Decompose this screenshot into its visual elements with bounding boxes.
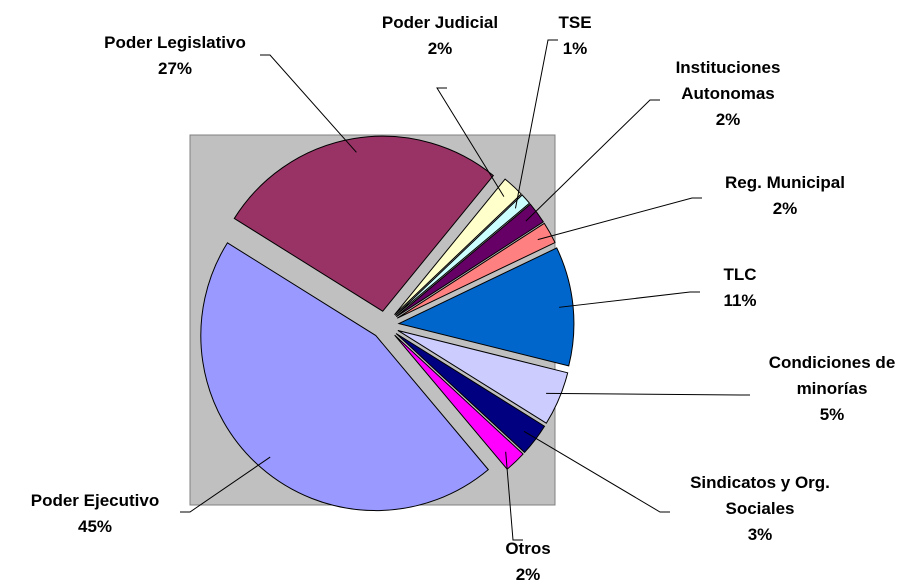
pie-slice: [396, 222, 556, 319]
leader-line: [546, 392, 750, 396]
leader-line: [525, 99, 660, 222]
slice-percent: 2%: [515, 565, 541, 584]
slice-percent: 11%: [723, 291, 757, 310]
slice-label: Poder Judicial: [381, 13, 499, 32]
leader-line: [537, 197, 702, 241]
slice-label: Condiciones de minorías: [768, 353, 896, 398]
slice-label: Poder Legislativo: [104, 33, 246, 52]
slice-percent: 2%: [772, 199, 798, 218]
slice-percent: 45%: [77, 517, 113, 536]
slice-percent: 1%: [562, 39, 588, 58]
pie-slice: [397, 329, 569, 424]
slice-label: Sindicatos y Org. Sociales: [690, 473, 830, 518]
pie-slice: [200, 242, 490, 512]
pie-slice: [395, 194, 531, 317]
pie-slice: [394, 178, 522, 316]
pie-slice: [233, 135, 495, 312]
leader-line: [436, 87, 505, 197]
leader-line: [523, 430, 670, 513]
slice-label: Poder Ejecutivo: [30, 491, 160, 510]
pie-slice: [395, 333, 546, 454]
slice-percent: 2%: [427, 39, 453, 58]
leader-line: [514, 39, 558, 209]
leader-line: [260, 54, 357, 153]
slice-label: Instituciones Autonomas: [675, 58, 781, 103]
pie-slice: [395, 203, 545, 318]
slice-percent: 5%: [819, 405, 845, 424]
leader-line: [505, 451, 523, 541]
slice-label: TSE: [558, 13, 592, 32]
slice-label: Reg. Municipal: [725, 173, 845, 192]
slice-percent: 27%: [157, 59, 193, 78]
slice-label: Otros: [505, 539, 551, 558]
leader-line: [559, 291, 700, 308]
slice-percent: 3%: [747, 525, 773, 544]
leader-line: [180, 456, 271, 513]
slice-percent: 2%: [715, 110, 741, 129]
slice-label: TLC: [723, 265, 757, 284]
